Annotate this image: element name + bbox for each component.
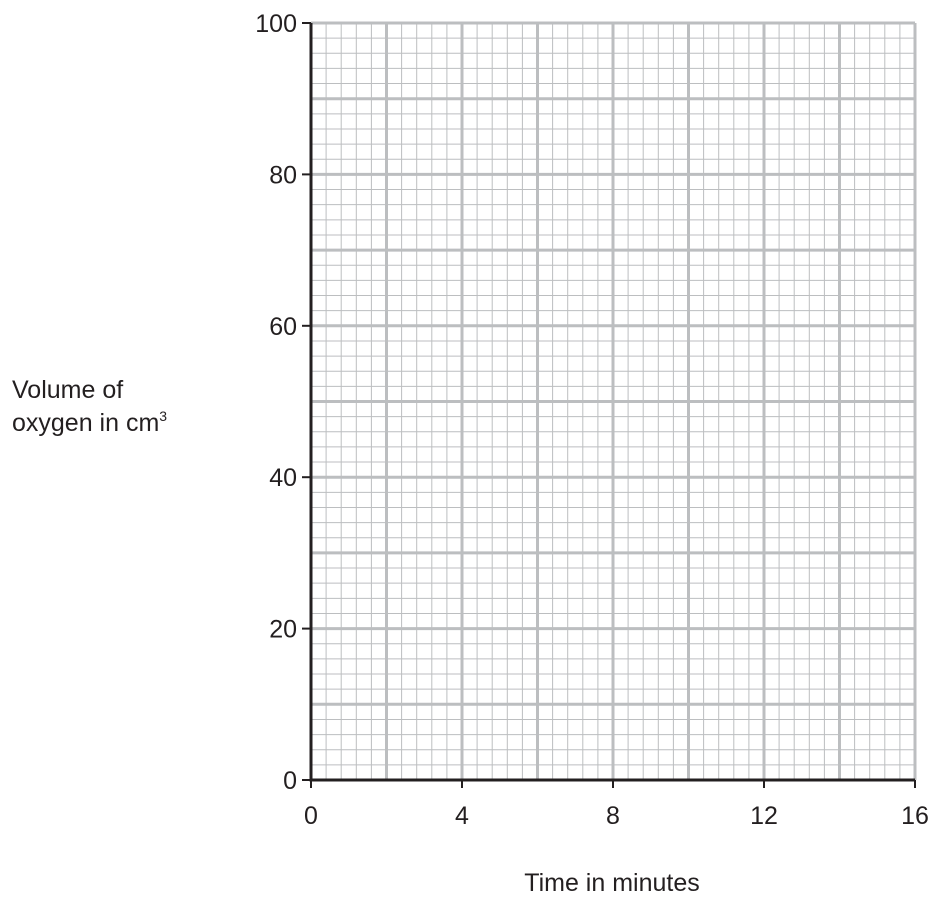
y-tick-label: 40 (269, 464, 297, 492)
x-tick-label: 8 (606, 802, 620, 830)
y-tick-label: 0 (283, 767, 297, 795)
x-tick-label: 4 (455, 802, 469, 830)
y-axis-unit-superscript: 3 (159, 408, 168, 424)
y-tick-label: 20 (269, 616, 297, 644)
x-tick-label: 12 (750, 802, 778, 830)
y-tick-label: 60 (269, 313, 297, 341)
y-tick-label: 80 (269, 161, 297, 189)
y-axis-title: Volume of oxygen in cm3 (12, 374, 167, 440)
y-tick-label: 100 (255, 10, 297, 38)
tick-labels: 0 4 8 12 16 0 20 40 60 80 100 (255, 10, 929, 830)
x-tick-label: 16 (901, 802, 929, 830)
y-axis-title-line2: oxygen in cm3 (12, 407, 167, 440)
major-grid (311, 21, 917, 780)
y-axis-title-line2-text: oxygen in cm (12, 409, 160, 437)
x-tick-label: 0 (304, 802, 318, 830)
x-axis-title: Time in minutes (524, 869, 700, 897)
ticks (302, 22, 916, 788)
y-axis-title-line1: Volume of (12, 376, 124, 404)
